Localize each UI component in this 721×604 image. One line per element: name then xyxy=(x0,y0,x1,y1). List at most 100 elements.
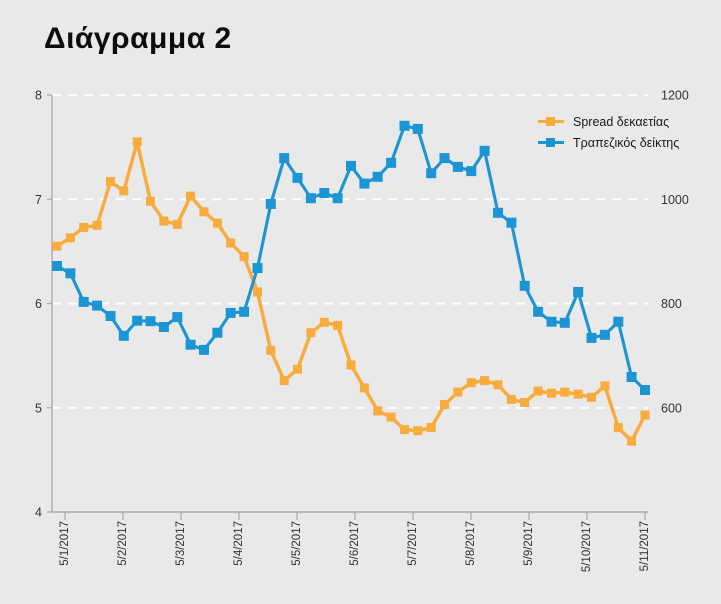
spread-series-marker xyxy=(506,394,516,404)
bank-index-series-marker xyxy=(586,332,597,343)
x-axis-label: 5/3/2017 xyxy=(175,521,187,566)
spread-series-marker xyxy=(106,177,115,186)
y-axis-right-label: 1000 xyxy=(661,193,689,207)
bank-index-series-marker xyxy=(372,171,383,182)
bank-index-series-marker xyxy=(346,160,356,171)
bank-index-series-marker xyxy=(412,123,423,134)
bank-index-series-marker xyxy=(466,166,477,177)
bank-index-series-marker xyxy=(292,172,303,183)
spread-series-marker xyxy=(587,392,596,402)
chart-title: Διάγραμμα 2 xyxy=(44,22,232,55)
spread-swatch-marker xyxy=(546,117,555,126)
bank-index-series-marker xyxy=(626,372,637,382)
bank-index-series-marker xyxy=(92,300,103,311)
spread-series-marker xyxy=(613,423,623,433)
bank-index-series-marker xyxy=(613,316,624,327)
spread-series-marker xyxy=(146,196,155,206)
x-axis-label: 5/5/2017 xyxy=(291,521,303,566)
x-axis-label: 5/6/2017 xyxy=(349,521,361,566)
spread-series-marker xyxy=(426,423,436,433)
x-axis-label: 5/10/2017 xyxy=(581,521,593,572)
bank-index-series-marker xyxy=(319,188,330,198)
bank-index-series-marker xyxy=(386,157,397,168)
bank-index-series-marker xyxy=(573,287,584,297)
legend-label-bank-index: Τραπεζικός δείκτης xyxy=(573,135,680,150)
y-axis-left-label: 4 xyxy=(35,506,42,520)
spread-series-marker xyxy=(413,426,423,436)
spread-series-marker xyxy=(79,222,89,232)
bank-index-series-marker xyxy=(359,178,370,189)
bank-index-series-marker xyxy=(599,329,610,340)
spread-series-line xyxy=(56,140,647,443)
spread-series-marker xyxy=(279,376,289,386)
y-axis-left-label: 6 xyxy=(35,297,42,311)
spread-series-marker xyxy=(319,317,329,327)
bank-index-series-marker xyxy=(78,296,89,307)
spread-series-marker xyxy=(440,400,449,410)
y-axis-right-label: 600 xyxy=(661,401,682,415)
spread-series-marker xyxy=(346,360,356,370)
bank-index-series-swatch-icon xyxy=(538,138,564,148)
spread-series-swatch-icon xyxy=(538,117,564,127)
bank-index-series-marker xyxy=(279,153,290,164)
spread-series-marker xyxy=(547,388,556,398)
y-axis-left-label: 7 xyxy=(35,193,42,207)
spread-series-marker xyxy=(132,137,142,147)
spread-series-marker xyxy=(600,381,610,391)
spread-series-marker xyxy=(293,364,302,374)
spread-series-marker xyxy=(266,345,276,355)
bank-index-series-marker xyxy=(65,268,76,279)
bank-index-series-marker xyxy=(212,327,223,338)
y-axis-right-label: 1200 xyxy=(661,89,689,103)
bank-index-series-marker xyxy=(640,385,650,395)
spread-series-marker xyxy=(493,380,503,390)
bank-index-series-marker xyxy=(546,316,557,327)
bank-index-series-marker xyxy=(158,322,169,332)
spread-series-marker xyxy=(573,389,583,399)
x-axis-label: 5/8/2017 xyxy=(465,521,477,566)
legend-label-spread: Spread δεκαετίας xyxy=(573,114,670,129)
legend-item-bank-index: Τραπεζικός δείκτης xyxy=(538,135,679,150)
x-axis-label: 5/9/2017 xyxy=(523,521,535,566)
bank-index-series-marker xyxy=(225,307,236,318)
y-axis-left-label: 5 xyxy=(35,401,42,415)
bank-index-series-marker xyxy=(533,306,544,317)
legend: Spread δεκαετίας Τραπεζικός δείκτης xyxy=(538,114,679,150)
spread-series-marker xyxy=(560,387,570,397)
bank-index-series-marker xyxy=(559,317,570,328)
spread-series-marker xyxy=(92,220,102,230)
x-axis-label: 5/4/2017 xyxy=(233,521,245,566)
bank-index-series-marker xyxy=(519,280,530,291)
bank-index-series-marker xyxy=(305,193,316,204)
spread-series-marker xyxy=(400,425,409,435)
bank-index-series-marker xyxy=(52,261,62,271)
bank-index-series-marker xyxy=(332,193,343,204)
spread-series-marker xyxy=(239,252,249,262)
spread-series-marker xyxy=(466,378,476,388)
spread-series-marker xyxy=(640,410,650,420)
spread-series-marker xyxy=(333,320,343,330)
bank-index-series-marker xyxy=(105,311,116,321)
spread-series-marker xyxy=(627,436,637,446)
spread-series-marker xyxy=(119,186,129,196)
spread-series-marker xyxy=(359,383,369,393)
bank-index-series-marker xyxy=(506,217,517,228)
spread-series-marker xyxy=(226,238,236,248)
x-axis-label: 5/2/2017 xyxy=(117,521,129,566)
x-axis-label: 5/1/2017 xyxy=(59,521,71,566)
legend-item-spread: Spread δεκαετίας xyxy=(538,114,679,129)
spread-series-marker xyxy=(186,191,196,201)
bank-index-series-marker xyxy=(118,330,129,341)
spread-series-marker xyxy=(199,207,209,217)
bank-index-swatch-marker xyxy=(546,138,555,147)
x-axis-label: 5/11/2017 xyxy=(639,521,651,571)
bank-index-series-marker xyxy=(426,168,437,179)
spread-series-marker xyxy=(212,218,222,228)
bank-index-series-marker xyxy=(479,145,490,156)
bank-index-series-marker xyxy=(172,312,183,323)
bank-index-series-marker xyxy=(132,315,143,326)
bank-index-series-marker xyxy=(452,161,463,172)
bank-index-series-marker xyxy=(185,339,196,350)
spread-series-marker xyxy=(453,387,463,397)
